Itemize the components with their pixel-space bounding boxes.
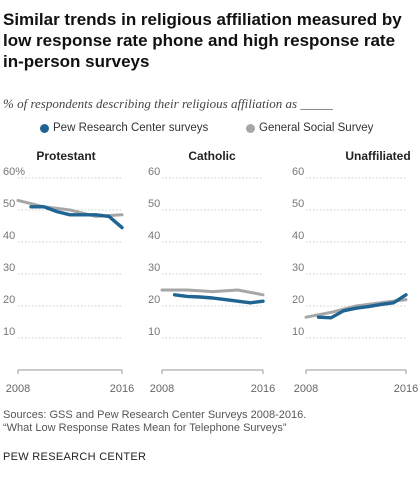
y-tick-label-2-3: 30 bbox=[292, 262, 304, 274]
legend-item-pew: Pew Research Center surveys bbox=[40, 122, 208, 134]
x-tick-label-0-1: 2016 bbox=[110, 383, 134, 395]
y-tick-label-1-2: 40 bbox=[148, 230, 160, 242]
x-tick-label-1-1: 2016 bbox=[251, 383, 275, 395]
panel-title-0: Protestant bbox=[36, 149, 95, 163]
legend-swatch-pew bbox=[40, 123, 49, 133]
y-tick-label-1-1: 50 bbox=[148, 198, 160, 210]
y-tick-label-0-4: 20 bbox=[3, 294, 15, 306]
y-tick-label-1-5: 10 bbox=[148, 326, 160, 338]
legend-item-gss: General Social Survey bbox=[246, 122, 373, 134]
y-tick-label-0-2: 40 bbox=[3, 230, 15, 242]
report-line: “What Low Response Rates Mean for Teleph… bbox=[3, 422, 287, 434]
chart-title: Similar trends in religious affiliation … bbox=[3, 10, 402, 71]
series-line-gss-1 bbox=[160, 288, 265, 297]
y-tick-label-1-4: 20 bbox=[148, 294, 160, 306]
footer-sources: Sources: GSS and Pew Research Center Sur… bbox=[3, 409, 306, 435]
y-tick-label-0-0: 60% bbox=[3, 166, 25, 178]
panel-0: Protestant 60% 50 40 30 20 10 2008 2016 bbox=[3, 149, 134, 395]
y-tick-label-1-3: 30 bbox=[148, 262, 160, 274]
brand-label: PEW RESEARCH CENTER bbox=[3, 451, 147, 463]
legend-swatch-gss bbox=[246, 123, 255, 133]
legend-label-gss: General Social Survey bbox=[259, 122, 374, 134]
chart-subtitle: % of respondents describing their religi… bbox=[3, 96, 333, 111]
series-line-pew-1 bbox=[172, 293, 265, 305]
x-tick-label-2-1: 2016 bbox=[394, 383, 418, 395]
y-tick-label-2-5: 10 bbox=[292, 326, 304, 338]
legend-label-pew: Pew Research Center surveys bbox=[53, 122, 209, 134]
sources-line: Sources: GSS and Pew Research Center Sur… bbox=[3, 409, 307, 421]
series-line-pew-2 bbox=[316, 293, 408, 320]
y-tick-label-0-5: 10 bbox=[3, 326, 15, 338]
x-tick-label-0-0: 2008 bbox=[6, 383, 30, 395]
y-tick-label-1-0: 60 bbox=[148, 166, 160, 178]
panel-title-1: Catholic bbox=[188, 149, 236, 163]
y-tick-label-2-0: 60 bbox=[292, 166, 304, 178]
x-tick-label-2-0: 2008 bbox=[294, 383, 318, 395]
panel-2: Unaffiliated 60 50 40 30 20 10 2008 2016 bbox=[292, 149, 418, 395]
panel-title-2: Unaffiliated bbox=[345, 149, 410, 163]
panel-1: Catholic 60 50 40 30 20 10 2008 2016 bbox=[148, 149, 275, 395]
legend: Pew Research Center surveys General Soci… bbox=[0, 122, 420, 138]
y-tick-label-0-3: 30 bbox=[3, 262, 15, 274]
y-tick-label-2-4: 20 bbox=[292, 294, 304, 306]
y-tick-label-2-2: 40 bbox=[292, 230, 304, 242]
series-line-pew-0 bbox=[29, 205, 124, 230]
x-tick-label-1-0: 2008 bbox=[150, 383, 174, 395]
y-tick-label-2-1: 50 bbox=[292, 198, 304, 210]
y-tick-label-0-1: 50 bbox=[3, 198, 15, 210]
